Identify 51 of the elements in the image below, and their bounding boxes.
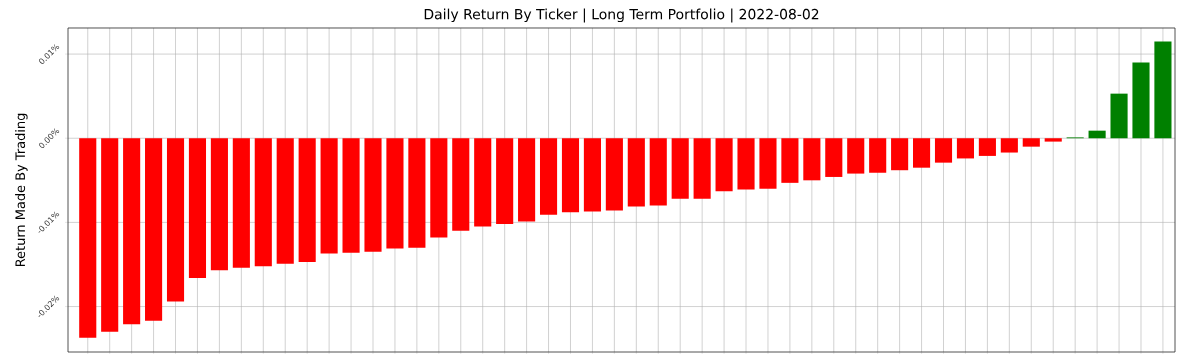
bar: [1000, 138, 1018, 153]
bar: [715, 138, 733, 192]
bar: [539, 138, 558, 215]
bar: [298, 138, 316, 262]
bar: [320, 138, 338, 254]
bar: [1088, 130, 1106, 139]
bar: [934, 138, 953, 163]
bar: [978, 138, 996, 156]
bar: [825, 138, 843, 177]
bar: [847, 138, 865, 174]
bar: [145, 138, 163, 321]
bar: [474, 138, 492, 227]
bar: [671, 138, 689, 199]
bar: [891, 138, 909, 171]
bar: [254, 138, 272, 267]
bar: [627, 138, 645, 207]
bar: [123, 138, 141, 325]
y-axis-title: Return Made By Trading: [15, 113, 28, 267]
bar: [1154, 41, 1172, 139]
bar: [408, 138, 426, 248]
bar: [956, 138, 975, 159]
bar: [781, 138, 799, 183]
bar: [188, 138, 207, 278]
bar: [518, 138, 536, 222]
bar: [1110, 93, 1128, 139]
bar: [583, 138, 601, 212]
bar: [452, 138, 470, 231]
bar: [693, 138, 711, 199]
bar: [232, 138, 250, 268]
bar: [605, 138, 623, 211]
bar: [79, 138, 97, 338]
bar: [166, 138, 185, 302]
bar: [759, 138, 777, 189]
bar: [737, 138, 755, 190]
bar: [430, 138, 448, 238]
bar: [101, 138, 119, 332]
bar: [1132, 62, 1150, 139]
bar: [561, 138, 580, 213]
chart-title: Daily Return By Ticker | Long Term Portfolio | 2022-08-02: [424, 8, 819, 23]
bar: [869, 138, 887, 173]
bar: [386, 138, 404, 249]
bar: [364, 138, 382, 252]
bar: [1022, 138, 1040, 147]
bar: [803, 138, 821, 181]
bar: [649, 138, 667, 206]
bar: [342, 138, 360, 253]
bar: [276, 138, 294, 264]
bar: [210, 138, 228, 271]
bar: [1044, 138, 1062, 142]
bar: [913, 138, 931, 168]
bar: [496, 138, 514, 225]
